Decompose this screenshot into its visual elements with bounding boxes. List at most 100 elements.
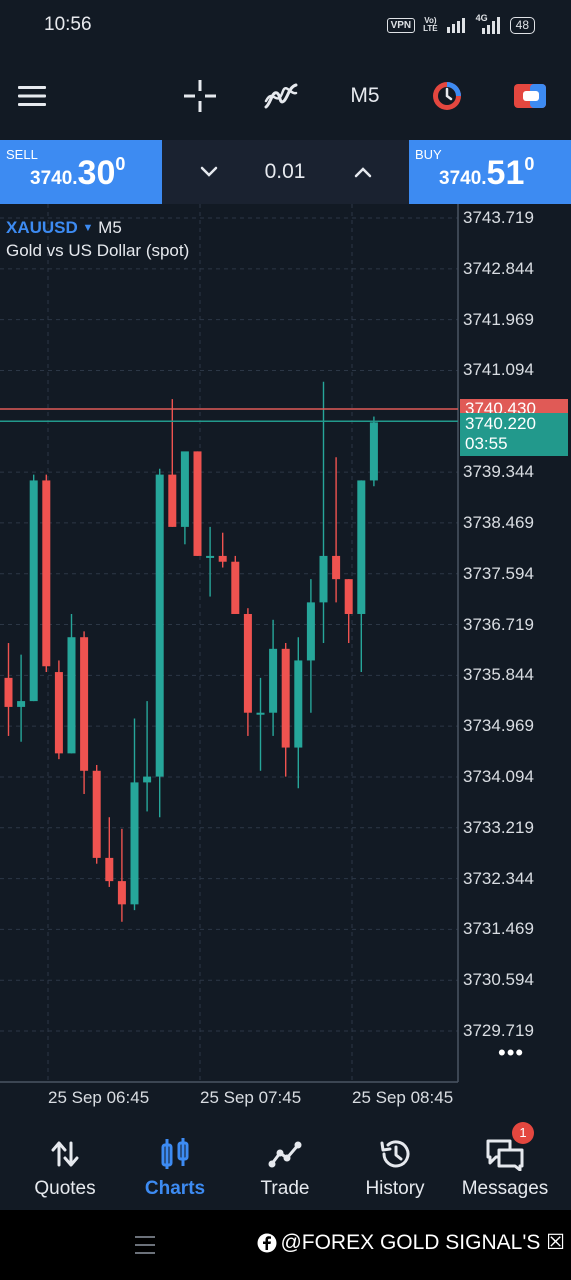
price-tick-label: 3732.344 bbox=[463, 868, 534, 888]
nav-messages[interactable]: 1 Messages bbox=[450, 1122, 560, 1210]
price-tick-label: 3731.469 bbox=[463, 919, 534, 939]
sell-label: SELL bbox=[6, 147, 38, 162]
buy-label: BUY bbox=[415, 147, 442, 162]
candle-body bbox=[319, 555, 328, 603]
nav-quotes-label: Quotes bbox=[34, 1178, 96, 1199]
candle-body bbox=[4, 677, 13, 707]
symbol-description: Gold vs US Dollar (spot) bbox=[6, 241, 190, 260]
chart-symbol-line[interactable]: XAUUSD ▼ M5 bbox=[6, 218, 122, 238]
sell-button[interactable]: SELL 3740.300 bbox=[0, 140, 162, 204]
candle-body bbox=[193, 451, 202, 556]
candle bbox=[218, 532, 227, 568]
candle-body bbox=[29, 480, 38, 702]
buy-price-pips: 51 bbox=[486, 154, 525, 192]
candle-body bbox=[357, 480, 366, 614]
price-tick-label: 3734.094 bbox=[463, 766, 534, 786]
messages-icon bbox=[486, 1139, 524, 1171]
candle bbox=[4, 643, 13, 736]
chart-color-icon bbox=[433, 82, 461, 110]
price-tick-label: 3741.969 bbox=[463, 309, 534, 329]
watermark: @FOREX GOLD SIGNAL'S ☒ bbox=[257, 1230, 565, 1255]
price-tick-label: 3735.844 bbox=[463, 665, 534, 685]
price-tick-label: 3742.844 bbox=[463, 258, 534, 278]
trade-panel-button[interactable] bbox=[504, 60, 556, 132]
status-icons: VPN Vo) LTE 4G 48 bbox=[386, 13, 535, 36]
network-type: 4G bbox=[475, 13, 488, 23]
menu-button[interactable] bbox=[8, 60, 56, 132]
nav-charts-label: Charts bbox=[144, 1178, 206, 1199]
candle bbox=[80, 631, 89, 795]
lot-size-value[interactable]: 0.01 bbox=[264, 160, 306, 183]
4g-signal-icon: 4G bbox=[475, 13, 502, 34]
more-options-icon[interactable]: ••• bbox=[498, 1040, 525, 1065]
candle-body bbox=[369, 422, 378, 481]
nav-trade[interactable]: Trade bbox=[230, 1128, 340, 1210]
nav-messages-label: Messages bbox=[461, 1178, 549, 1199]
candle-body bbox=[332, 555, 341, 580]
price-tick-label: 3741.094 bbox=[463, 360, 534, 380]
candle bbox=[256, 677, 265, 771]
crosshair-button[interactable] bbox=[176, 60, 224, 132]
buy-price-point: 0 bbox=[524, 154, 535, 174]
sell-price-point: 0 bbox=[115, 154, 126, 174]
recent-apps-icon[interactable] bbox=[134, 1234, 156, 1256]
indicators-icon bbox=[264, 83, 298, 109]
candle bbox=[92, 764, 101, 864]
candle-body bbox=[281, 648, 290, 748]
candle-body bbox=[92, 770, 101, 858]
crosshair-icon bbox=[184, 80, 216, 112]
chart-toolbar: M5 bbox=[0, 60, 571, 132]
candle bbox=[206, 526, 215, 597]
price-tick-label: 3738.469 bbox=[463, 512, 534, 532]
nav-trade-label: Trade bbox=[260, 1178, 310, 1199]
price-tick-label: 3743.719 bbox=[463, 208, 534, 227]
charts-icon bbox=[161, 1138, 189, 1169]
time-tick-label: 25 Sep 06:45 bbox=[48, 1088, 150, 1107]
facebook-icon bbox=[257, 1233, 277, 1252]
signal-icon bbox=[446, 18, 465, 33]
increase-lot-button[interactable] bbox=[340, 158, 386, 186]
price-lines bbox=[0, 408, 458, 422]
bid-price: 3740.220 bbox=[465, 414, 536, 433]
timeframe-button[interactable]: M5 bbox=[350, 84, 380, 107]
candle bbox=[231, 555, 240, 614]
bid-price-tag: 3740.220 03:55 bbox=[460, 413, 568, 456]
candle-body bbox=[218, 555, 227, 562]
candle-body bbox=[294, 660, 303, 748]
ask-price: 3740.430 bbox=[465, 399, 536, 415]
candle bbox=[294, 637, 303, 789]
system-nav-bar: @FOREX GOLD SIGNAL'S ☒ bbox=[0, 1210, 571, 1280]
candle-body bbox=[54, 672, 63, 754]
bar-countdown: 03:55 bbox=[465, 434, 508, 453]
indicators-button[interactable] bbox=[256, 60, 306, 132]
candle bbox=[130, 718, 139, 911]
candle bbox=[344, 579, 353, 644]
messages-badge: 1 bbox=[512, 1122, 534, 1144]
candles bbox=[4, 381, 378, 922]
candle bbox=[243, 608, 252, 736]
candle-body bbox=[231, 561, 240, 614]
decrease-lot-button[interactable] bbox=[186, 158, 232, 186]
candle-body bbox=[155, 474, 164, 777]
price-tick-label: 3739.344 bbox=[463, 462, 534, 482]
nav-quotes[interactable]: Quotes bbox=[10, 1128, 120, 1210]
candle bbox=[357, 480, 366, 673]
candle-body bbox=[117, 881, 126, 905]
trade-icon bbox=[514, 84, 546, 108]
candle-body bbox=[130, 782, 139, 905]
candle bbox=[332, 457, 341, 603]
price-chart[interactable] bbox=[0, 204, 571, 1120]
buy-button[interactable]: BUY 3740.510 bbox=[409, 140, 571, 204]
candle-body bbox=[17, 701, 26, 707]
candle bbox=[17, 654, 26, 742]
chart-color-button[interactable] bbox=[422, 60, 472, 132]
candle bbox=[105, 817, 114, 887]
nav-charts[interactable]: Charts bbox=[120, 1128, 230, 1210]
status-time: 10:56 bbox=[44, 14, 92, 35]
quotes-icon bbox=[51, 1141, 79, 1167]
nav-history[interactable]: History bbox=[340, 1128, 450, 1210]
chart-grid bbox=[0, 204, 459, 1083]
candle-body bbox=[269, 648, 278, 713]
candle bbox=[29, 474, 38, 702]
symbol-name[interactable]: XAUUSD bbox=[6, 218, 78, 237]
